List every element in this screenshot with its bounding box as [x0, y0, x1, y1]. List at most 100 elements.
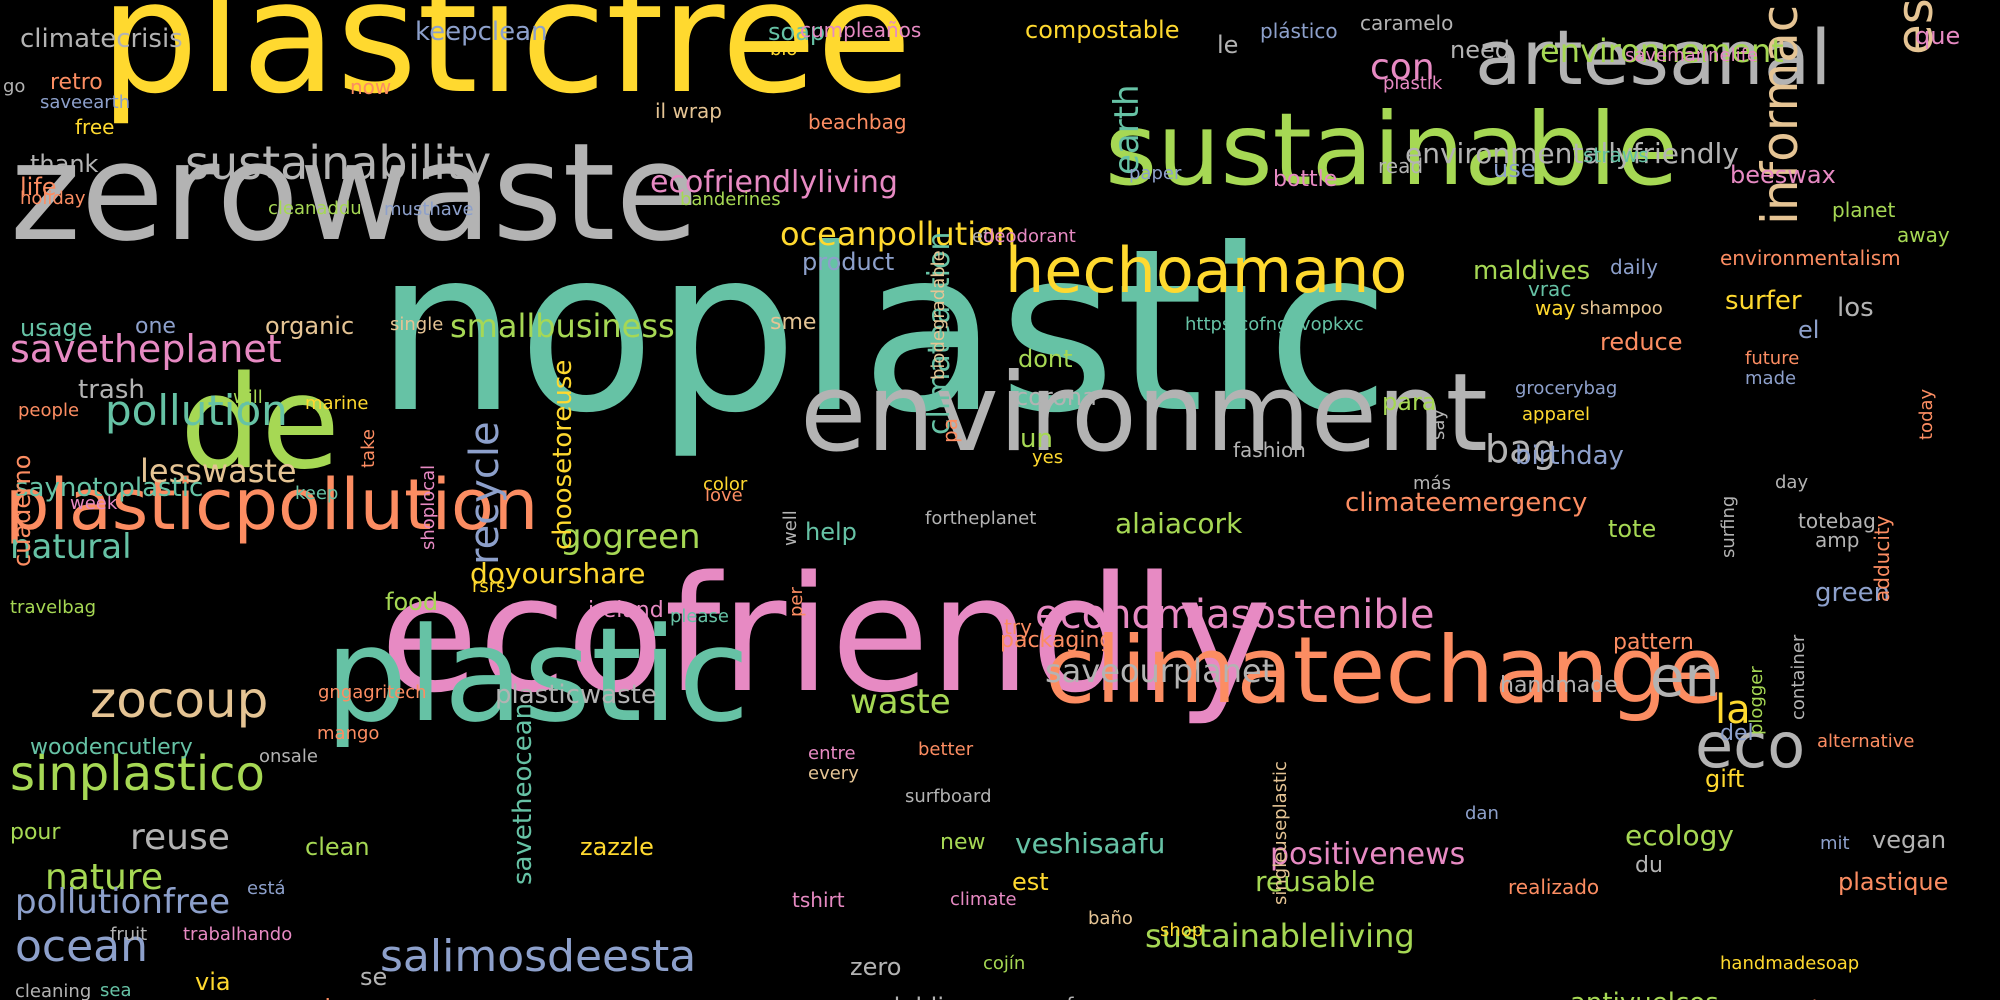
word: day: [1775, 472, 1809, 493]
word: zerowaste: [10, 114, 699, 271]
word: yes: [1032, 447, 1064, 468]
word: mit: [1820, 833, 1850, 854]
word: alternative: [1817, 731, 1915, 752]
word: tshirt: [792, 888, 845, 912]
word: away: [1897, 223, 1950, 247]
word: mango: [317, 723, 380, 744]
word: savemarinelife: [1625, 45, 1758, 66]
word: vegan: [1872, 826, 1947, 854]
word: plogger: [1746, 666, 1767, 735]
word: need: [1450, 36, 1510, 64]
word: du: [1635, 853, 1663, 878]
word: better: [918, 739, 974, 760]
word: soap: [768, 18, 826, 46]
word: oceanpollution: [780, 215, 1016, 253]
word: cuaderno: [8, 454, 36, 567]
word: way: [1535, 296, 1576, 320]
word: handmadesoap: [1720, 953, 1860, 974]
word: cumpleaños: [800, 18, 922, 42]
word: en: [1650, 645, 1720, 710]
word: ecology: [1625, 819, 1735, 852]
word: planet: [1832, 198, 1896, 222]
word: climatechange: [1045, 617, 1724, 724]
word: se: [360, 963, 388, 991]
word: economiasostenible: [1035, 592, 1435, 638]
word: vrac: [1528, 277, 1572, 301]
word: marine: [305, 393, 369, 414]
word: caramelo: [1360, 11, 1454, 35]
word: positivenews: [1270, 837, 1466, 872]
word: smallbusiness: [450, 307, 675, 345]
word: hechoamano: [1005, 234, 1408, 307]
word: recycle: [462, 421, 508, 565]
word: amp: [1815, 528, 1860, 552]
word: green: [1815, 578, 1891, 608]
word: salimosdeesta: [380, 931, 697, 982]
word: handmade: [1500, 673, 1618, 698]
word: para: [1382, 388, 1437, 416]
word: fruit: [110, 924, 148, 945]
word: savetheocean: [508, 702, 538, 885]
word: fashion: [1233, 438, 1306, 462]
word: et: [972, 226, 991, 247]
word: un: [1020, 424, 1053, 454]
word: sustainable: [1105, 91, 1679, 208]
word: earth: [1107, 84, 1147, 175]
word: totebag: [1798, 509, 1876, 533]
word: read: [1378, 154, 1424, 178]
word: pattern: [1613, 630, 1694, 655]
word: est: [1012, 868, 1049, 896]
word: il wrap: [655, 99, 723, 123]
word: water: [290, 995, 358, 1000]
word: packaging: [1000, 628, 1114, 653]
word: gogreen: [560, 517, 701, 557]
word: retro: [50, 70, 103, 95]
word: plasticfree: [100, 0, 912, 128]
word: gngagritech: [318, 682, 427, 703]
word: tote: [1608, 515, 1657, 543]
word: entre: [808, 743, 856, 764]
word: plasticwaste: [495, 680, 657, 710]
word: use: [1493, 155, 1536, 183]
word: que: [1915, 22, 1961, 50]
word: plastique: [1838, 868, 1949, 896]
word: plastic: [325, 599, 750, 751]
word: will: [233, 387, 263, 408]
word: clean: [305, 833, 370, 861]
word: shampoo: [1580, 298, 1663, 319]
word: container: [1788, 634, 1809, 720]
word: noplastic: [375, 201, 1391, 463]
word: está: [247, 878, 286, 899]
word: musthave: [384, 199, 474, 220]
word: los: [1837, 293, 1874, 323]
word: travelbag: [10, 597, 97, 618]
word: climate: [950, 889, 1017, 910]
word: every: [808, 763, 859, 784]
word: surfboard: [905, 786, 992, 807]
word: eco: [1695, 709, 1806, 782]
word: beachbag: [808, 110, 907, 134]
word: color: [703, 474, 748, 495]
word: climatecrisis: [20, 24, 183, 54]
word: nature: [45, 857, 163, 898]
word: natural: [10, 527, 132, 567]
word: per: [786, 587, 807, 617]
word: antivuelcos: [1570, 990, 1719, 1000]
word: reduce: [1600, 328, 1683, 356]
word: realizado: [1508, 875, 1600, 899]
word: environment: [800, 351, 1488, 476]
word: plastik: [1383, 73, 1443, 94]
word: go: [3, 76, 26, 97]
word: single: [390, 314, 444, 335]
word: choosetoreuse: [548, 359, 578, 550]
word: zero: [850, 953, 902, 981]
word: artesanal: [1475, 13, 1832, 102]
word: apparel: [1522, 404, 1590, 425]
word: waste: [850, 682, 951, 722]
word: please: [670, 606, 729, 627]
word: organic: [265, 312, 355, 340]
word: week: [70, 493, 118, 514]
word: pa: [938, 418, 962, 443]
word: shop: [1160, 920, 1204, 941]
